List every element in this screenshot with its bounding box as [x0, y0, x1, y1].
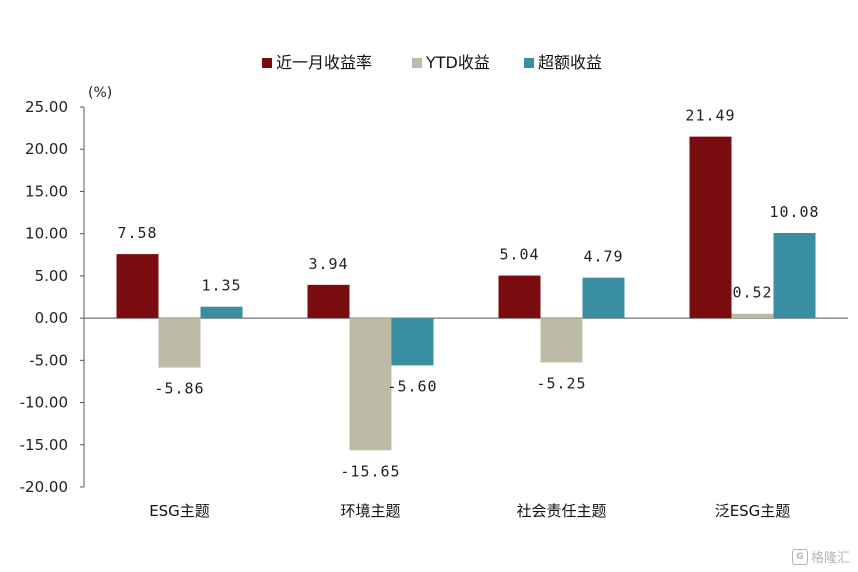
data-label: -5.60: [387, 377, 437, 395]
data-label: 1.35: [201, 277, 241, 295]
category-label: 环境主题: [340, 502, 400, 520]
bar-1-3: [731, 313, 774, 319]
bar-0-3: [689, 136, 732, 319]
y-axis-unit: (%): [88, 85, 112, 101]
data-label: 4.79: [583, 248, 623, 266]
y-tick-label: -20.00: [20, 478, 68, 496]
data-label: -15.65: [340, 462, 400, 480]
data-label: -5.25: [536, 374, 586, 392]
legend-label: 超额收益: [538, 53, 602, 72]
legend-swatch: [262, 58, 272, 68]
legend-label: YTD收益: [425, 53, 490, 72]
bar-1-2: [540, 318, 583, 363]
category-label: ESG主题: [149, 502, 210, 520]
category-label: 泛ESG主题: [715, 502, 791, 520]
legend: 近一月收益率 YTD收益 超额收益: [262, 53, 602, 72]
y-tick-label: -5.00: [29, 351, 68, 369]
bar-2-0: [200, 306, 243, 319]
legend-swatch: [412, 58, 422, 68]
bar-2-3: [773, 232, 816, 319]
y-tick-label: -10.00: [20, 394, 68, 412]
data-label: 21.49: [685, 107, 735, 125]
watermark-logo-icon: G: [791, 548, 808, 565]
watermark: G 格隆汇: [791, 547, 850, 566]
data-labels: 7.58 -5.86 1.35 3.94 -15.65 -5.60 5.04 -5.25 4.7…: [117, 107, 819, 481]
bar-0-2: [498, 275, 541, 319]
bar-2-1: [391, 318, 434, 366]
data-label: -5.86: [154, 380, 204, 398]
category-label: 社会责任主题: [516, 502, 606, 520]
y-axis-ticks: 25.00 20.00 15.00 10.00 5.00 0.00 -5.00 -10.00 -…: [20, 98, 84, 496]
y-tick-label: 0.00: [35, 309, 68, 327]
category-labels: ESG主题 环境主题 社会责任主题 泛ESG主题: [149, 502, 790, 520]
bar-1-1: [349, 318, 392, 451]
data-label: 7.58: [117, 224, 157, 242]
legend-swatch: [524, 58, 534, 68]
y-tick-label: 15.00: [25, 182, 68, 200]
data-label: 0.52: [732, 284, 772, 302]
bars: [116, 136, 816, 451]
bar-2-2: [582, 277, 625, 319]
data-label: 10.08: [769, 203, 819, 221]
y-tick-label: -15.00: [20, 436, 68, 454]
y-tick-label: 20.00: [25, 140, 68, 158]
bar-1-0: [158, 318, 201, 368]
data-label: 3.94: [308, 255, 348, 273]
data-label: 5.04: [499, 246, 539, 264]
y-tick-label: 10.00: [25, 225, 68, 243]
bar-0-0: [116, 254, 159, 319]
legend-label: 近一月收益率: [276, 53, 372, 72]
y-tick-label: 25.00: [25, 98, 68, 116]
y-tick-label: 5.00: [35, 267, 68, 285]
bar-0-1: [307, 284, 350, 319]
watermark-text: 格隆汇: [810, 551, 850, 566]
